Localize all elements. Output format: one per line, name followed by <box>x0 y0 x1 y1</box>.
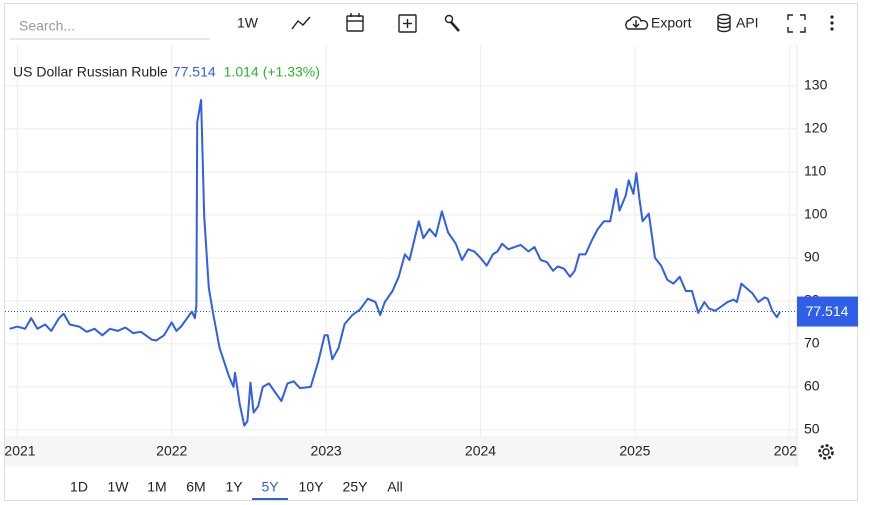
legend-change-pct: (+1.33%) <box>263 64 320 80</box>
x-tick-label: 2025 <box>619 443 650 459</box>
y-tick-label: 100 <box>804 206 828 222</box>
range-button[interactable]: 1Y <box>225 479 243 495</box>
y-tick-label: 130 <box>804 77 828 93</box>
add-indicator-icon[interactable] <box>398 14 417 33</box>
x-tick-label: 2021 <box>4 443 35 459</box>
menu-icon[interactable] <box>830 15 834 31</box>
y-tick-label: 70 <box>804 335 820 351</box>
last-price-tag <box>797 296 858 327</box>
plot-area <box>5 45 797 436</box>
legend-title: US Dollar Russian Ruble <box>13 64 168 80</box>
legend: US Dollar Russian Ruble 77.514 1.014 (+1.33… <box>13 64 320 80</box>
range-button[interactable]: 1D <box>70 479 88 495</box>
fullscreen-icon[interactable] <box>787 14 806 33</box>
export-button[interactable]: Export <box>651 15 692 31</box>
x-tick-label: 2026 <box>774 443 805 459</box>
range-button[interactable]: All <box>387 479 403 495</box>
range-selector: 1D 1W 1M 6M 1Y 5Y 10Y 25Y All <box>70 479 403 500</box>
y-tick-label: 50 <box>804 421 820 437</box>
export-icon[interactable] <box>625 16 649 30</box>
last-price-label: 77.514 <box>806 303 849 319</box>
range-button[interactable]: 25Y <box>343 479 369 495</box>
settings-wrench-icon[interactable] <box>444 14 460 32</box>
y-tick-label: 120 <box>804 120 828 136</box>
x-tick-label: 2023 <box>311 443 342 459</box>
range-button[interactable]: 5Y <box>261 479 279 495</box>
range-button[interactable]: 1M <box>147 479 166 495</box>
legend-price: 77.514 <box>173 64 216 80</box>
range-button[interactable]: 10Y <box>299 479 325 495</box>
chart-type-icon[interactable] <box>291 16 311 30</box>
search-input[interactable]: Search... <box>19 18 75 34</box>
y-tick-label: 60 <box>804 378 820 394</box>
api-button[interactable]: API <box>736 15 759 31</box>
range-button[interactable]: 6M <box>186 479 205 495</box>
x-axis: 2021 2022 2023 2024 2025 2026 <box>4 443 805 459</box>
y-tick-label: 110 <box>804 163 827 179</box>
axis-settings-icon[interactable] <box>818 444 834 460</box>
x-tick-label: 2022 <box>156 443 187 459</box>
calendar-icon[interactable] <box>346 13 364 32</box>
api-icon[interactable] <box>717 13 731 33</box>
y-tick-label: 90 <box>804 249 820 265</box>
x-axis-band <box>5 436 797 466</box>
interval-button[interactable]: 1W <box>237 15 259 31</box>
range-button[interactable]: 1W <box>108 479 130 495</box>
legend-change: 1.014 <box>224 64 259 80</box>
x-tick-label: 2024 <box>465 443 496 459</box>
price-line <box>9 99 781 427</box>
